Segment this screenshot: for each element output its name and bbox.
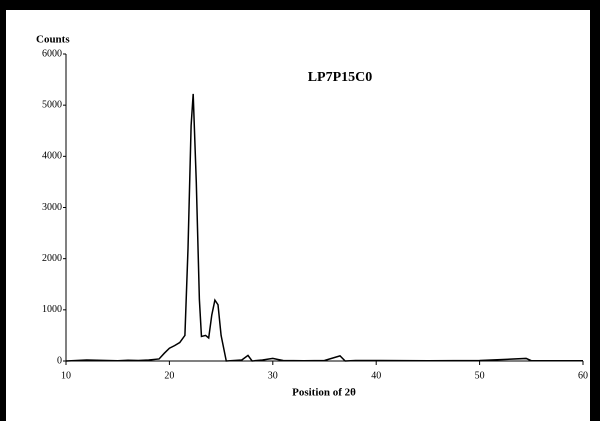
x-axis-label: Position of 2θ	[292, 387, 356, 399]
y-axis-label: Counts	[36, 34, 70, 46]
chart-title: LP7P15C0	[308, 70, 373, 85]
chart-background	[6, 10, 590, 421]
y-tick-label: 1000	[42, 304, 62, 315]
x-tick-label: 60	[578, 370, 588, 381]
y-tick-label: 3000	[42, 202, 62, 213]
y-tick-label: 6000	[42, 48, 62, 59]
y-tick-label: 0	[57, 355, 62, 366]
y-tick-label: 4000	[42, 151, 62, 162]
x-tick-label: 40	[371, 370, 381, 381]
data-line	[65, 93, 583, 362]
y-tick-label: 5000	[42, 99, 62, 110]
y-tick-label: 2000	[42, 253, 62, 264]
x-tick-label: 10	[61, 370, 71, 381]
x-tick-label: 30	[268, 370, 278, 381]
x-tick-label: 50	[475, 370, 485, 381]
x-tick-label: 20	[164, 370, 174, 381]
